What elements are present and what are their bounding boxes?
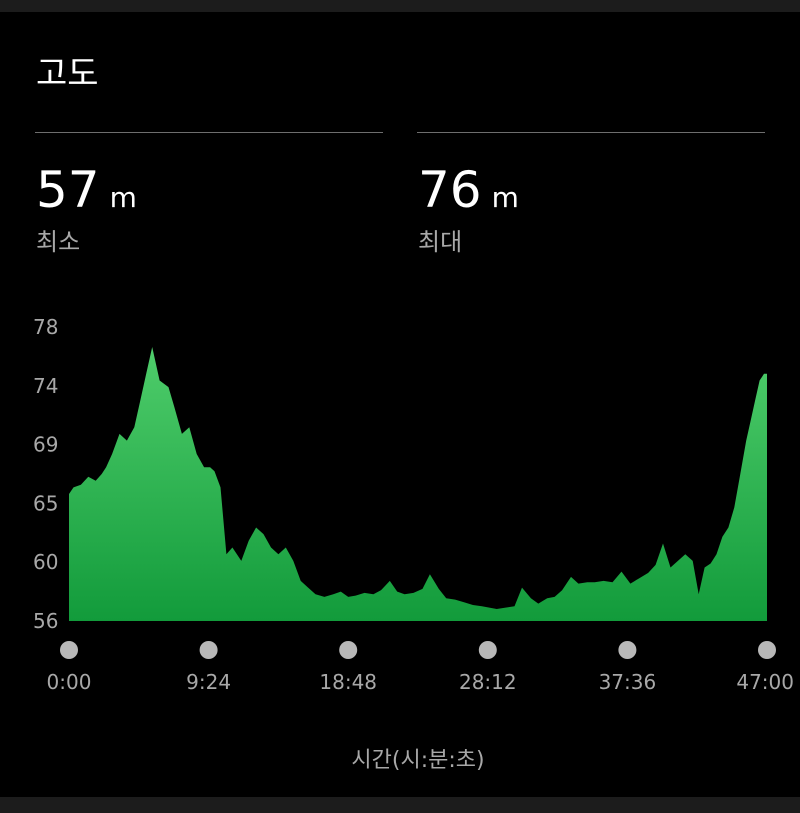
y-tick-label: 65 xyxy=(33,491,58,515)
x-tick-dot xyxy=(618,641,637,659)
x-tick-dot xyxy=(478,641,497,659)
x-tick-dot xyxy=(199,641,218,659)
min-unit: m xyxy=(109,181,137,214)
divider-left xyxy=(35,132,383,133)
max-stat: 76 m 최대 xyxy=(418,162,519,256)
y-tick-label: 60 xyxy=(33,550,58,574)
x-tick-dot xyxy=(758,641,776,659)
y-tick-label: 69 xyxy=(33,433,58,457)
max-unit: m xyxy=(491,181,519,214)
x-tick-dot xyxy=(339,641,358,659)
altitude-card: 고도 57 m 최소 76 m 최대 xyxy=(0,12,800,797)
y-tick-label: 74 xyxy=(33,374,58,398)
x-axis: 0:00 9:24 18:48 28:12 37:36 47:00 xyxy=(47,670,794,694)
top-strip xyxy=(0,0,800,12)
y-axis: 78 74 69 65 60 56 xyxy=(33,315,58,633)
x-tick-label: 28:12 xyxy=(459,670,517,694)
altitude-area xyxy=(69,347,767,621)
max-label: 최대 xyxy=(418,228,463,256)
x-tick-label: 37:36 xyxy=(599,670,657,694)
card-title: 고도 xyxy=(36,54,99,94)
x-axis-label: 시간(시:분:초) xyxy=(351,748,484,773)
x-tick-label: 0:00 xyxy=(47,670,92,694)
divider-right xyxy=(417,132,765,133)
min-label: 최소 xyxy=(36,228,81,256)
min-value: 57 xyxy=(36,161,100,219)
x-tick-label: 9:24 xyxy=(186,670,231,694)
x-axis-dots xyxy=(60,641,776,659)
x-tick-label: 47:00 xyxy=(736,670,794,694)
max-value: 76 xyxy=(418,161,482,219)
y-tick-label: 56 xyxy=(33,609,58,633)
min-stat: 57 m 최소 xyxy=(36,162,137,256)
y-tick-label: 78 xyxy=(33,315,58,339)
x-tick-label: 18:48 xyxy=(319,670,377,694)
bottom-strip xyxy=(0,797,800,813)
x-tick-dot xyxy=(60,641,78,659)
